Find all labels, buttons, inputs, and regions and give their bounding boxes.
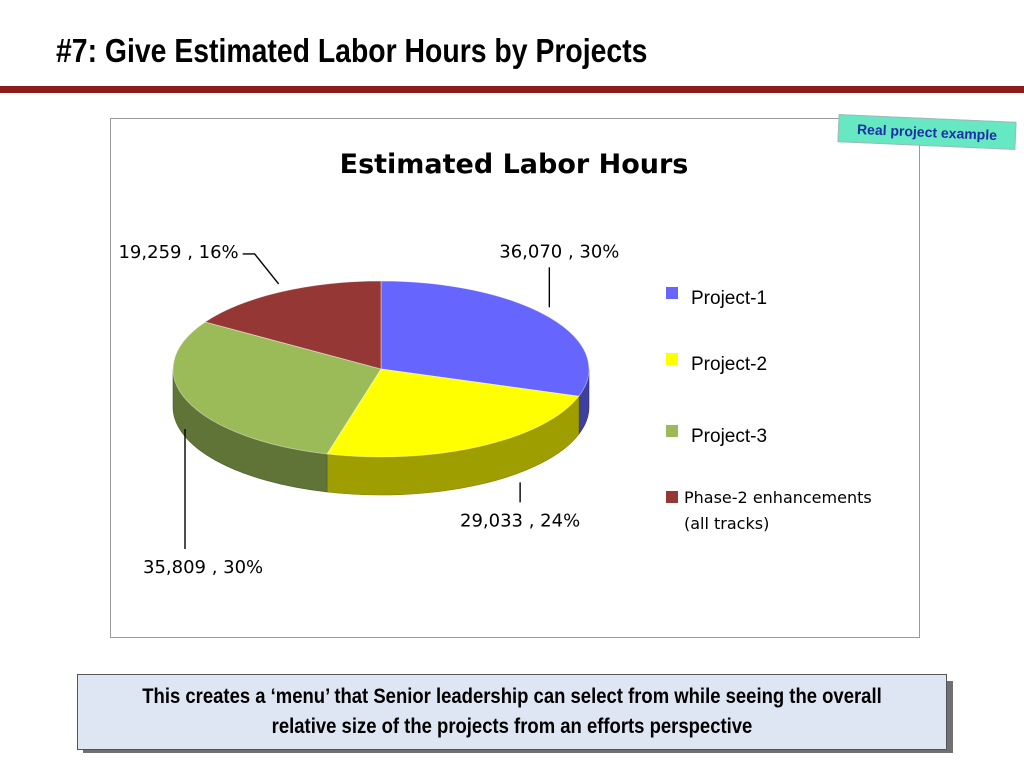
chart-title: Estimated Labor Hours [340,149,689,180]
pie-slice-project-1 [380,280,590,397]
data-label-2: 35,809 , 30% [143,557,263,578]
legend-label-2: Project-3 [691,426,767,447]
legend-swatch-2 [666,425,678,437]
pie-slice-phase-2-enhancements-all-tracks- [204,280,382,370]
data-label-0: 36,070 , 30% [499,241,619,262]
pie-data-labels: 36,070 , 30% 29,033 , 24% 35,809 , 30% 19,2… [118,241,619,578]
legend-label-0: Project-1 [691,288,767,309]
chart-frame: Estimated Labor Hours 36,070 , 30% 29,033… [110,118,920,638]
data-label-1: 29,033 , 24% [460,510,580,531]
leader-line-3 [242,253,280,285]
legend-label-3-0: Phase-2 enhancements [684,488,872,507]
caption-box: This creates a ‘menu’ that Senior leader… [77,674,947,750]
legend-label-3-1: (all tracks) [684,514,769,533]
legend-swatch-0 [666,287,678,299]
data-label-3: 19,259 , 16% [118,242,238,263]
legend-swatch-1 [666,353,678,365]
slide-title: #7: Give Estimated Labor Hours by Projec… [56,32,648,69]
legend-swatch-3 [666,491,678,503]
legend-label-1: Project-2 [691,354,767,375]
pie-chart: Estimated Labor Hours 36,070 , 30% 29,033… [118,149,872,578]
pie-slice-project-2 [326,368,580,458]
pie-tops [172,280,590,458]
pie-leader-lines [184,253,551,550]
pie-slice-project-3 [172,321,382,455]
chart-legend: Project-1 Project-2 Project-3 Phase-2 enhan… [666,287,872,533]
title-divider [0,86,1024,93]
caption-text: This creates a ‘menu’ that Senior leader… [142,685,882,738]
